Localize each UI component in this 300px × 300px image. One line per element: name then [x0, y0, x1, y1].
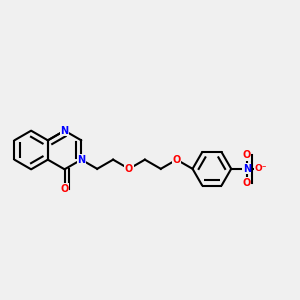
Text: O: O [172, 155, 181, 165]
Text: N: N [243, 164, 251, 174]
Text: O: O [125, 164, 133, 174]
Text: N: N [77, 155, 86, 165]
Text: O: O [243, 178, 251, 188]
Text: O⁻: O⁻ [254, 164, 267, 173]
Text: N: N [61, 126, 69, 136]
Text: O: O [60, 184, 69, 194]
Text: O: O [243, 150, 251, 160]
